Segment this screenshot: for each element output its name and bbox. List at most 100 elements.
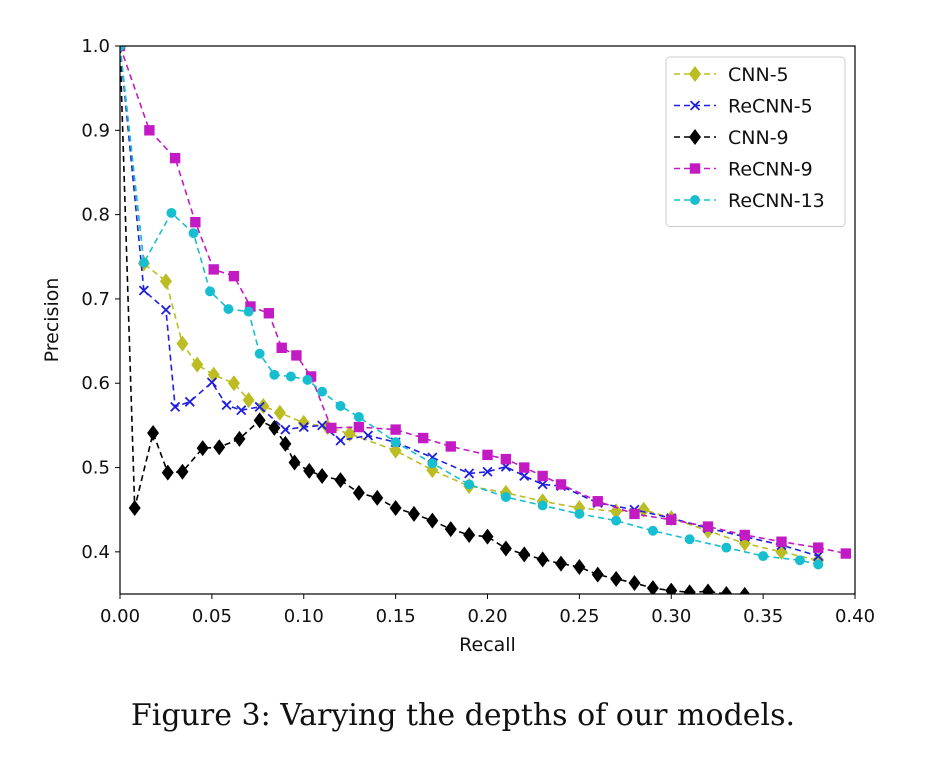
data-point-recnn-13: [353, 411, 364, 422]
x-axis-label: Recall: [459, 634, 516, 656]
y-tick-label: 0.8: [81, 205, 110, 226]
data-point-recnn-13: [427, 458, 438, 469]
data-point-recnn-9: [263, 308, 275, 319]
data-point-cnn-5: [257, 397, 270, 414]
legend: CNN-5 ReCNN-5 CNN-9 ReCNN-9 ReCNN-13: [665, 56, 846, 227]
data-point-recnn-9: [555, 479, 567, 490]
data-point-recnn-5: [813, 551, 824, 562]
data-point-cnn-5: [191, 356, 204, 373]
y-tick-label: 0.5: [81, 458, 110, 479]
data-point-cnn-9: [334, 472, 347, 489]
x-tick-label: 0.30: [651, 606, 691, 627]
data-point-recnn-5: [254, 401, 265, 412]
legend-label: ReCNN-13: [728, 190, 825, 212]
data-point-cnn-9: [352, 484, 365, 501]
data-point-recnn-13: [302, 374, 313, 385]
data-point-recnn-13: [647, 525, 658, 536]
legend-box: [665, 56, 846, 227]
data-point-cnn-9: [268, 419, 281, 436]
chart: 0.00 0.05 0.10 0.15 0.20 0.25 0.30 0.35 0.40 0.4 0…: [41, 36, 875, 656]
data-point-cnn-5: [389, 442, 402, 459]
x-tick-label: 0.35: [743, 606, 783, 627]
data-point-cnn-9: [253, 412, 266, 429]
x-tick-label: 0.40: [835, 606, 875, 627]
legend-marker: [690, 195, 700, 205]
data-point-cnn-9: [573, 559, 586, 576]
legend-marker: [689, 66, 701, 82]
data-point-recnn-9: [840, 548, 852, 559]
data-point-cnn-9: [720, 586, 733, 594]
legend-item-recnn-9: ReCNN-9: [674, 159, 813, 181]
data-point-recnn-13: [188, 228, 199, 239]
data-point-cnn-9: [646, 580, 659, 594]
data-point-cnn-9: [444, 521, 457, 538]
data-point-recnn-5: [280, 424, 291, 435]
legend-label: CNN-9: [728, 127, 789, 149]
data-point-recnn-13: [254, 348, 265, 359]
data-point-recnn-13: [758, 551, 769, 562]
data-point-recnn-13: [684, 534, 695, 545]
x-tick-label: 0.15: [376, 606, 416, 627]
data-point-recnn-5: [335, 435, 346, 446]
legend-marker: [689, 129, 701, 145]
data-point-recnn-13: [269, 369, 280, 380]
data-point-cnn-9: [303, 462, 316, 479]
data-point-cnn-5: [343, 425, 356, 442]
data-point-recnn-5: [363, 430, 374, 441]
data-point-cnn-9: [739, 586, 751, 594]
data-point-recnn-5: [482, 466, 493, 477]
legend-item-cnn-5: CNN-5: [674, 64, 789, 86]
data-point-recnn-9: [245, 301, 256, 312]
data-point-cnn-9: [665, 582, 678, 594]
data-point-recnn-5: [298, 422, 309, 433]
data-point-recnn-9: [144, 125, 155, 136]
data-point-recnn-9: [702, 521, 714, 532]
data-point-recnn-13: [285, 371, 296, 382]
data-point-recnn-13: [721, 542, 732, 553]
data-point-cnn-9: [555, 555, 567, 572]
data-point-recnn-9: [500, 453, 512, 465]
figure-caption: Figure 3: Varying the depths of our mode…: [130, 698, 796, 733]
y-axis-label: Precision: [41, 278, 63, 363]
data-point-recnn-5: [206, 377, 217, 388]
data-point-recnn-13: [390, 437, 401, 448]
data-point-cnn-9: [463, 526, 476, 543]
legend-label: CNN-5: [728, 64, 789, 86]
data-point-cnn-5: [637, 501, 650, 518]
data-point-cnn-9: [316, 467, 329, 484]
data-point-recnn-5: [317, 420, 328, 431]
data-point-cnn-5: [176, 335, 189, 352]
data-point-recnn-9: [417, 432, 429, 444]
data-point-cnn-9: [147, 424, 160, 441]
data-point-cnn-9: [161, 464, 174, 481]
data-point-cnn-9: [288, 454, 301, 471]
data-point-recnn-9: [326, 422, 337, 434]
data-point-recnn-9: [305, 371, 317, 382]
data-point-recnn-9: [291, 350, 302, 361]
data-point-cnn-5: [227, 375, 240, 392]
data-point-recnn-13: [120, 46, 125, 51]
data-point-recnn-9: [390, 424, 401, 435]
data-point-cnn-9: [481, 528, 494, 545]
data-point-cnn-9: [196, 440, 209, 457]
data-point-recnn-5: [236, 405, 247, 416]
data-point-recnn-9: [739, 529, 750, 541]
data-point-recnn-13: [464, 479, 475, 490]
x-tick-label: 0.20: [467, 606, 507, 627]
series-recnn-9: [120, 46, 852, 559]
data-point-recnn-13: [317, 386, 328, 397]
data-point-cnn-9: [408, 505, 420, 522]
data-point-recnn-9: [276, 342, 287, 354]
data-point-recnn-9: [353, 421, 365, 433]
x-tick-label: 0.10: [284, 606, 324, 627]
series-line-recnn-9: [120, 46, 846, 555]
data-point-recnn-9: [629, 508, 640, 520]
series-line-recnn-13: [120, 46, 819, 566]
data-point-cnn-9: [518, 546, 531, 563]
data-point-recnn-9: [445, 441, 456, 452]
data-point-recnn-9: [776, 536, 787, 547]
data-point-recnn-5: [537, 479, 548, 490]
y-tick-label: 0.4: [81, 542, 110, 563]
data-point-recnn-9: [537, 470, 548, 482]
data-point-cnn-9: [371, 489, 384, 506]
